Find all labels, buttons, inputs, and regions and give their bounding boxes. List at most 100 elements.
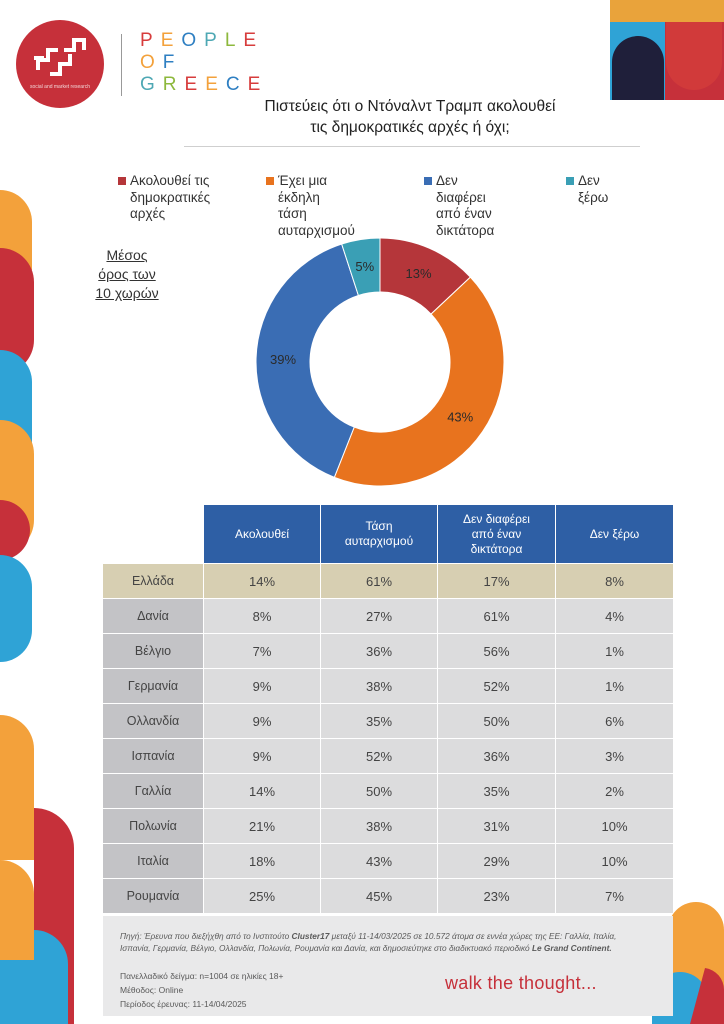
- value-cell: 6%: [555, 704, 673, 739]
- source-magazine: Le Grand Continent.: [531, 943, 612, 953]
- value-cell: 45%: [320, 879, 437, 914]
- value-cell: 9%: [203, 669, 320, 704]
- legend-label: Δεν διαφέρει από έναν δικτάτορα: [436, 173, 494, 239]
- table-header: Τάση αυταρχισμού: [321, 505, 437, 563]
- table-row: Γαλλία 14% 50% 35% 2%: [103, 774, 673, 809]
- donut-slice: [341, 237, 381, 297]
- brand-letter: G: [140, 74, 163, 95]
- country-cell: Ιταλία: [103, 844, 203, 879]
- brand-letter: E: [243, 30, 265, 51]
- period-note: Περίοδος έρευνας: 11-14/04/2025: [120, 999, 247, 1009]
- value-cell: 36%: [437, 739, 555, 774]
- value-cell: 8%: [203, 599, 320, 634]
- legend-label: Δεν ξέρω: [578, 173, 608, 206]
- legend-label-line: δημοκρατικές: [130, 189, 211, 205]
- donut-value-label: 5%: [355, 259, 374, 274]
- brand-letter: E: [160, 30, 182, 51]
- legend-swatch: [118, 177, 126, 185]
- legend-label-line: Δεν διαφέρει: [436, 173, 486, 205]
- table-header: Δεν διαφέρει από έναν δικτάτορα: [438, 505, 555, 563]
- source-institute: Cluster17: [291, 931, 330, 941]
- value-cell: 9%: [203, 739, 320, 774]
- average-label-line: 10 χωρών: [95, 285, 159, 301]
- legend-label: Έχει μια έκδηλη τάση αυταρχισμού: [278, 173, 355, 239]
- table-row: Βέλγιο 7% 36% 56% 1%: [103, 634, 673, 669]
- country-cell: Βέλγιο: [103, 634, 203, 669]
- brand-letter: E: [247, 74, 269, 95]
- table-row: Πολωνία 21% 38% 31% 10%: [103, 809, 673, 844]
- legend-swatch: [266, 177, 274, 185]
- title-divider: [184, 146, 640, 147]
- value-cell: 43%: [320, 844, 437, 879]
- value-cell: 7%: [203, 634, 320, 669]
- legend-label-line: αυταρχισμού: [278, 222, 355, 238]
- country-cell: Ολλανδία: [103, 704, 203, 739]
- value-cell: 17%: [437, 564, 555, 599]
- value-cell: 8%: [555, 564, 673, 599]
- title-line: τις δημοκρατικές αρχές ή όχι;: [310, 119, 510, 136]
- page-title: Πιστεύεις ότι ο Ντόναλντ Τραμπ ακολουθεί…: [180, 96, 640, 138]
- legend-label-line: Έχει μια έκδηλη: [278, 173, 328, 205]
- legend-swatch: [566, 177, 574, 185]
- value-cell: 50%: [320, 774, 437, 809]
- brand-letter: O: [181, 30, 205, 51]
- value-cell: 52%: [437, 669, 555, 704]
- country-cell: Ελλάδα: [103, 564, 203, 599]
- legend-label-line: τάση: [278, 206, 307, 221]
- country-cell: Γερμανία: [103, 669, 203, 704]
- value-cell: 14%: [203, 564, 320, 599]
- donut-chart: 13% 43% 39% 5%: [255, 237, 505, 487]
- value-cell: 2%: [555, 774, 673, 809]
- brand-letter: E: [205, 74, 226, 95]
- brand-name-line: OF: [140, 52, 182, 74]
- table-header-line: Δεν ξέρω: [589, 526, 640, 541]
- table-header: Ακολουθεί: [204, 505, 320, 563]
- value-cell: 61%: [320, 564, 437, 599]
- value-cell: 21%: [203, 809, 320, 844]
- brand-letter: P: [140, 30, 161, 51]
- value-cell: 31%: [437, 809, 555, 844]
- value-cell: 18%: [203, 844, 320, 879]
- value-cell: 25%: [203, 879, 320, 914]
- country-cell: Δανία: [103, 599, 203, 634]
- legend-swatch: [424, 177, 432, 185]
- value-cell: 38%: [320, 669, 437, 704]
- value-cell: 9%: [203, 704, 320, 739]
- value-cell: 29%: [437, 844, 555, 879]
- value-cell: 23%: [437, 879, 555, 914]
- value-cell: 56%: [437, 634, 555, 669]
- method-note: Μέθοδος: Online: [120, 985, 184, 995]
- brand-letter: E: [184, 74, 206, 95]
- brand-letter: F: [162, 52, 183, 73]
- logo-mark-icon: [34, 38, 86, 76]
- country-cell: Ισπανία: [103, 739, 203, 774]
- slogan: walk the thought...: [445, 973, 597, 993]
- value-cell: 10%: [555, 844, 673, 879]
- legend-label-line: από έναν: [436, 206, 492, 221]
- logo-tagline: social and market research: [29, 84, 91, 90]
- table-row: Ισπανία 9% 52% 36% 3%: [103, 739, 673, 774]
- value-cell: 38%: [320, 809, 437, 844]
- value-cell: 3%: [555, 739, 673, 774]
- value-cell: 7%: [555, 879, 673, 914]
- legend-label-line: δικτάτορα: [436, 222, 495, 238]
- legend-label-line: Δεν ξέρω: [578, 173, 609, 205]
- value-cell: 36%: [320, 634, 437, 669]
- value-cell: 4%: [555, 599, 673, 634]
- donut-value-label: 43%: [447, 410, 473, 425]
- table-row: Ελλάδα 14% 61% 17% 8%: [103, 564, 673, 599]
- value-cell: 35%: [437, 774, 555, 809]
- table-header-line: Δεν διαφέρει: [463, 511, 530, 526]
- value-cell: 52%: [320, 739, 437, 774]
- table-header-line: δικτάτορα: [470, 541, 523, 556]
- country-cell: Ρουμανία: [103, 879, 203, 914]
- average-label-line: όρος των: [98, 266, 156, 282]
- donut-value-label: 13%: [406, 266, 432, 281]
- title-line: Πιστεύεις ότι ο Ντόναλντ Τραμπ ακολουθεί: [264, 98, 556, 115]
- legend-label-line: Ακολουθεί τις: [130, 173, 210, 188]
- value-cell: 35%: [320, 704, 437, 739]
- donut-slice: [333, 276, 505, 487]
- brand-logo: social and market research: [16, 20, 104, 108]
- table-row: Γερμανία 9% 38% 52% 1%: [103, 669, 673, 704]
